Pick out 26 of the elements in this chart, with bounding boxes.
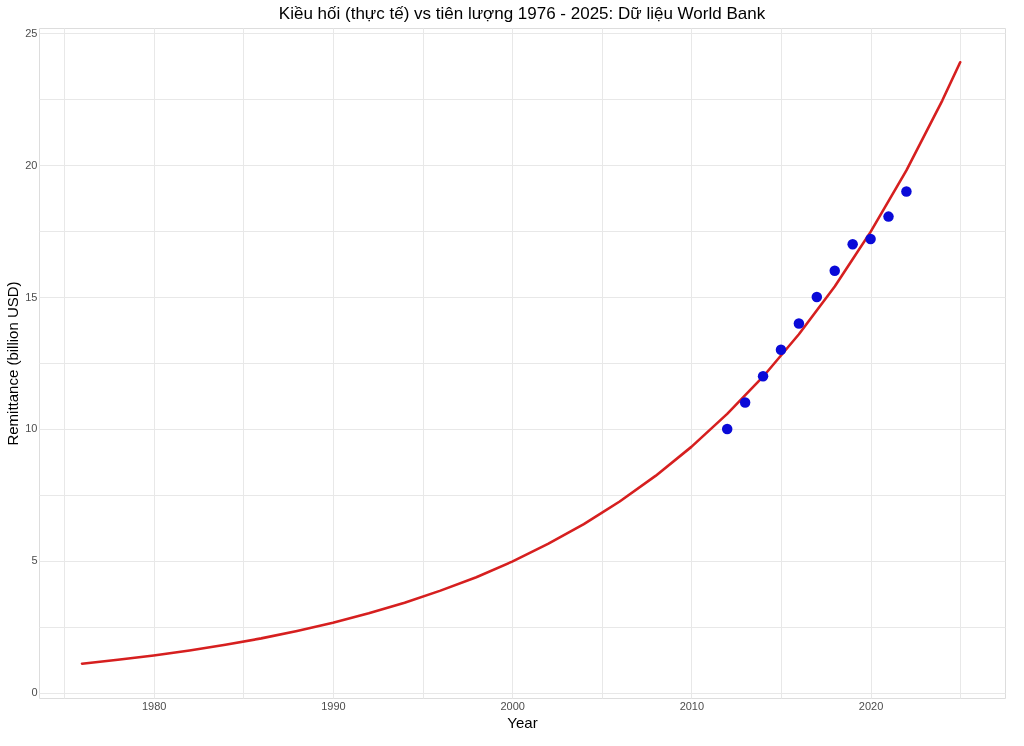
- y-tick-label: 0: [31, 686, 38, 699]
- chart-title: Kiều hối (thực tế) vs tiên lượng 1976 - 2025: Dữ liệu World Bank: [278, 4, 766, 24]
- x-tick-label: 2000: [500, 699, 525, 712]
- y-tick-label: 5: [31, 554, 38, 567]
- x-tick-label: 2010: [679, 699, 705, 712]
- point: [721, 423, 733, 435]
- point: [847, 239, 858, 250]
- point: [883, 211, 894, 222]
- x-tick-label: 2020: [858, 699, 884, 712]
- point: [793, 318, 805, 329]
- y-axis-title: Remittance (billion USD): [4, 281, 22, 446]
- point: [811, 291, 823, 303]
- x-tick-label: 1980: [141, 699, 167, 712]
- point: [865, 233, 876, 245]
- point: [775, 344, 787, 356]
- y-tick-label: 25: [25, 26, 38, 39]
- y-tick-label: 20: [25, 158, 38, 171]
- y-tick-label: 10: [25, 422, 38, 435]
- point: [739, 397, 751, 408]
- line-series: [80, 60, 962, 666]
- point: [901, 186, 912, 197]
- y-tick-label: 15: [25, 290, 38, 303]
- x-tick-label: 1990: [321, 699, 346, 712]
- point: [829, 265, 840, 276]
- x-axis-title: Year: [507, 713, 538, 731]
- point: [757, 370, 769, 382]
